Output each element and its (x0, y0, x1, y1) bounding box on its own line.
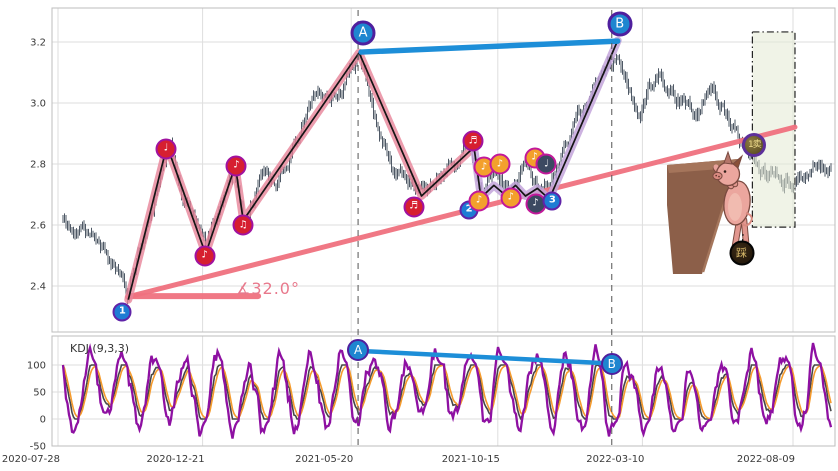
price-y-tick-label: 3.2 (30, 38, 46, 49)
wave-glow-pink (124, 48, 478, 304)
ab-line-kdj (358, 348, 612, 366)
sell-coin-marker: 1卖 (742, 133, 767, 158)
music-note-marker: ♩ (535, 153, 557, 175)
kdj-y-tick-label: 50 (33, 388, 46, 399)
ab-line-price (358, 38, 621, 55)
x-axis-date-label: 2020-12-21 (146, 454, 204, 465)
pig-climbing-cliff-illustration (667, 150, 753, 274)
step-coin-marker: 踩 (729, 240, 754, 266)
x-axis-date-label: 2020-07-28 (2, 454, 60, 465)
kdj-label-marker-B: B (600, 352, 623, 375)
kdj-label-marker-A: A (347, 338, 370, 361)
x-axis-date-label: 2021-10-15 (442, 454, 500, 465)
wave-label-marker-A: A (350, 20, 376, 46)
x-axis-date-label: 2022-03-10 (586, 454, 644, 465)
x-axis-date-label: 2022-08-09 (737, 454, 795, 465)
music-note-marker: ♫ (232, 214, 254, 236)
music-note-marker: ♩ (155, 138, 177, 160)
music-note-marker: ♪ (225, 155, 247, 176)
price-y-tick-label: 2.6 (30, 221, 46, 232)
kdj-y-tick-label: 100 (27, 361, 46, 372)
music-note-marker: ♪ (525, 193, 546, 215)
music-note-marker: ♬ (403, 196, 425, 218)
x-axis-date-label: 2021-05-20 (295, 454, 353, 465)
kdj-d-line (62, 364, 832, 420)
kdj-lines (61, 342, 833, 439)
trendline-angle-annotation: ∡32.0° (236, 279, 300, 298)
kdj-indicator-label: KDJ (9,3,3) (70, 342, 129, 355)
wave-point-marker-3: 3 (542, 191, 562, 211)
price-y-tick-label: 3.0 (30, 99, 46, 110)
wave-label-marker-B: B (607, 11, 633, 37)
kdj-y-tick-label: 0 (40, 415, 46, 426)
music-note-marker: ♪ (500, 187, 522, 209)
wave-point-marker-1: 1 (112, 302, 132, 322)
music-note-marker: ♬ (462, 130, 484, 152)
kdj-j-line (61, 342, 833, 439)
kdj-y-tick-label: -50 (30, 442, 46, 453)
music-note-marker: ♪ (489, 153, 511, 175)
music-note-marker: ♪ (194, 245, 216, 266)
music-note-marker: ♪ (468, 190, 490, 212)
price-y-tick-label: 2.4 (30, 282, 46, 293)
price-y-tick-label: 2.8 (30, 160, 46, 171)
